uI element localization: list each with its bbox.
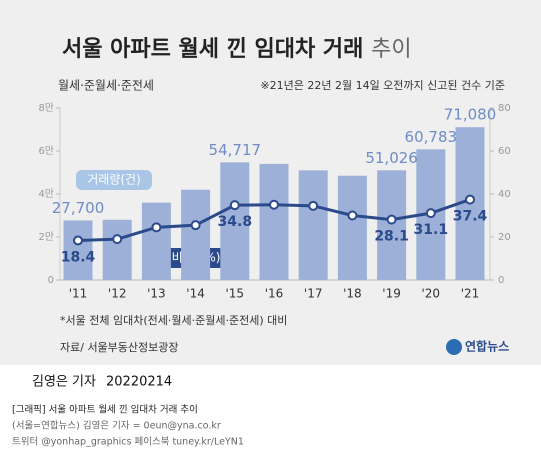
- subtitle: 월세·준월세·준전세: [58, 79, 154, 93]
- caption: [그래픽] 서울 아파트 월세 낀 임대차 거래 추이: [12, 404, 198, 416]
- line-point: [269, 199, 279, 210]
- y-tick-label: 0: [48, 275, 54, 286]
- x-tick-label: '12: [108, 287, 127, 301]
- bar-value-label: 60,783: [405, 128, 458, 146]
- x-tick-label: '13: [147, 287, 166, 301]
- logo-icon: [446, 339, 462, 355]
- line-point: [308, 200, 319, 211]
- bar: [63, 220, 93, 280]
- x-tick-label: '14: [186, 287, 205, 301]
- logo: 연합뉴스: [465, 339, 509, 354]
- y2-tick-label: 60: [498, 146, 511, 157]
- line-point: [112, 234, 123, 245]
- source: 자료/ 서울부동산정보광장: [60, 341, 179, 354]
- footnote: *서울 전체 임대차(전세·월세·준월세·준전세) 대비: [60, 314, 287, 327]
- bar: [102, 219, 132, 280]
- byline: 김영은 기자: [32, 375, 96, 390]
- x-tick-label: '16: [265, 287, 284, 301]
- line-point: [190, 220, 201, 231]
- y2-tick-label: 20: [498, 232, 511, 243]
- caption: 트위터 @yonhap_graphics 페이스북 tuney.kr/LeYN1: [12, 436, 244, 448]
- bar: [259, 163, 289, 280]
- x-tick-label: '20: [422, 287, 441, 301]
- x-tick-label: '11: [69, 287, 88, 301]
- bar-callout: [76, 170, 152, 190]
- bar: [220, 162, 250, 280]
- y2-tick-label: 40: [498, 189, 511, 200]
- x-tick-label: '19: [382, 287, 401, 301]
- date: 20220214: [106, 375, 172, 390]
- bar-value-label: 54,717: [209, 141, 262, 159]
- y2-tick-label: 0: [498, 275, 504, 286]
- y2-tick-label: 80: [498, 103, 511, 114]
- line-point: [425, 208, 436, 219]
- line-point: [465, 194, 475, 205]
- line-point: [347, 210, 358, 221]
- chart-title: 서울 아파트 월세 낀 임대차 거래 추이: [62, 37, 412, 62]
- y-tick-label: 8만: [38, 102, 54, 114]
- bar: [141, 202, 171, 280]
- x-tick-label: '21: [461, 287, 480, 301]
- y-tick-label: 4만: [38, 188, 54, 200]
- caption: (서울=연합뉴스) 김영은 기자 = 0eun@yna.co.kr: [12, 420, 221, 432]
- bar: [181, 189, 211, 280]
- line-value-label: 37.4: [453, 209, 488, 225]
- legend-bar: 거래량(건): [87, 173, 141, 187]
- bar-value-label: 51,026: [365, 149, 418, 167]
- line-point: [229, 200, 240, 211]
- line-value-label: 31.1: [414, 222, 449, 238]
- line-value-label: 18.4: [61, 249, 96, 265]
- bar: [337, 175, 367, 280]
- x-tick-label: '15: [226, 287, 245, 301]
- bar-value-label: 71,080: [444, 106, 497, 124]
- x-tick-label: '17: [304, 287, 323, 301]
- note: ※21년은 22년 2월 14일 오전까지 신고된 건수 기준: [260, 78, 505, 92]
- y-tick-label: 2만: [38, 231, 54, 243]
- bar: [298, 170, 328, 280]
- y-tick-label: 6만: [38, 145, 54, 157]
- x-tick-label: '18: [343, 287, 362, 301]
- bar-value-label: 27,700: [52, 199, 105, 217]
- line-value-label: 28.1: [374, 229, 409, 245]
- line-point: [386, 214, 397, 225]
- line-point: [73, 235, 83, 246]
- line-point: [151, 222, 162, 233]
- line-value-label: 34.8: [218, 214, 253, 230]
- bar: [377, 170, 407, 280]
